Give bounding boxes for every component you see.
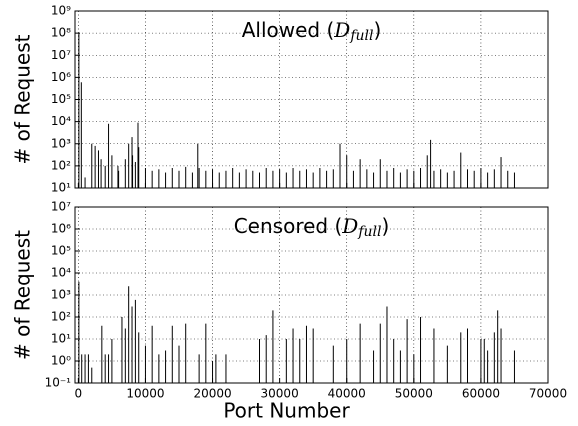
title-part: D [333,18,350,42]
y-tick-label: 10⁵ [51,92,71,106]
y-axis-label: # of Request [11,230,35,360]
title-part: Censored ( [234,214,343,238]
panel-title: Allowed (Dfull) [242,18,382,45]
title-part: full [357,224,381,240]
title-part: ) [381,214,389,238]
x-tick-label: 20000 [193,387,231,401]
panel-title: Censored (Dfull) [234,214,390,241]
y-tick-label: 10² [51,310,71,324]
y-tick-label: 10⁻¹ [45,376,72,390]
y-tick-label: 10⁷ [51,48,71,62]
x-tick-label: 70000 [529,387,567,401]
x-tick-label: 50000 [395,387,433,401]
y-tick-label: 10⁴ [51,114,71,128]
y-tick-label: 10¹ [51,181,71,195]
title-part: D [341,214,358,238]
y-tick-label: 10⁶ [51,70,71,84]
x-tick-label: 0 [75,387,83,401]
y-tick-label: 10⁴ [51,266,71,280]
y-tick-label: 10⁶ [51,222,71,236]
x-axis-label: Port Number [223,399,350,423]
y-tick-label: 10³ [51,288,71,302]
y-tick-label: 10⁰ [51,354,71,368]
y-axis-label: # of Request [11,34,35,164]
x-tick-label: 10000 [126,387,164,401]
y-tick-label: 10¹ [51,332,71,346]
y-tick-label: 10⁷ [51,200,71,214]
y-tick-label: 10⁹ [51,4,71,18]
title-part: ) [373,18,381,42]
plot-frame [74,206,549,384]
plot-frame [74,10,549,189]
x-tick-label: 40000 [328,387,366,401]
y-tick-label: 10² [51,158,71,172]
x-tick-label: 60000 [462,387,500,401]
y-tick-label: 10³ [51,136,71,150]
title-part: Allowed ( [242,18,335,42]
title-part: full [349,28,373,44]
x-tick-label: 30000 [261,387,299,401]
y-tick-label: 10⁸ [51,26,71,40]
y-tick-label: 10⁵ [51,244,71,258]
